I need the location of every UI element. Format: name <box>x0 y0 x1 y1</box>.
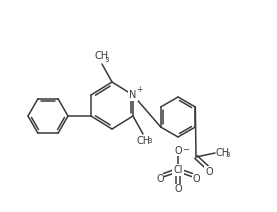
Text: CH: CH <box>216 148 230 158</box>
Text: CH: CH <box>95 51 109 61</box>
Text: 3: 3 <box>105 57 109 63</box>
Text: Cl: Cl <box>173 165 183 175</box>
Text: −: − <box>183 145 189 155</box>
Text: O: O <box>174 184 182 194</box>
Text: O: O <box>205 167 213 177</box>
Text: O: O <box>174 146 182 156</box>
Text: 3: 3 <box>225 152 230 158</box>
Text: 3: 3 <box>148 138 152 144</box>
Text: +: + <box>136 85 142 95</box>
Text: N: N <box>129 90 137 100</box>
Text: O: O <box>192 174 200 184</box>
Text: CH: CH <box>137 136 151 146</box>
Text: O: O <box>156 174 164 184</box>
